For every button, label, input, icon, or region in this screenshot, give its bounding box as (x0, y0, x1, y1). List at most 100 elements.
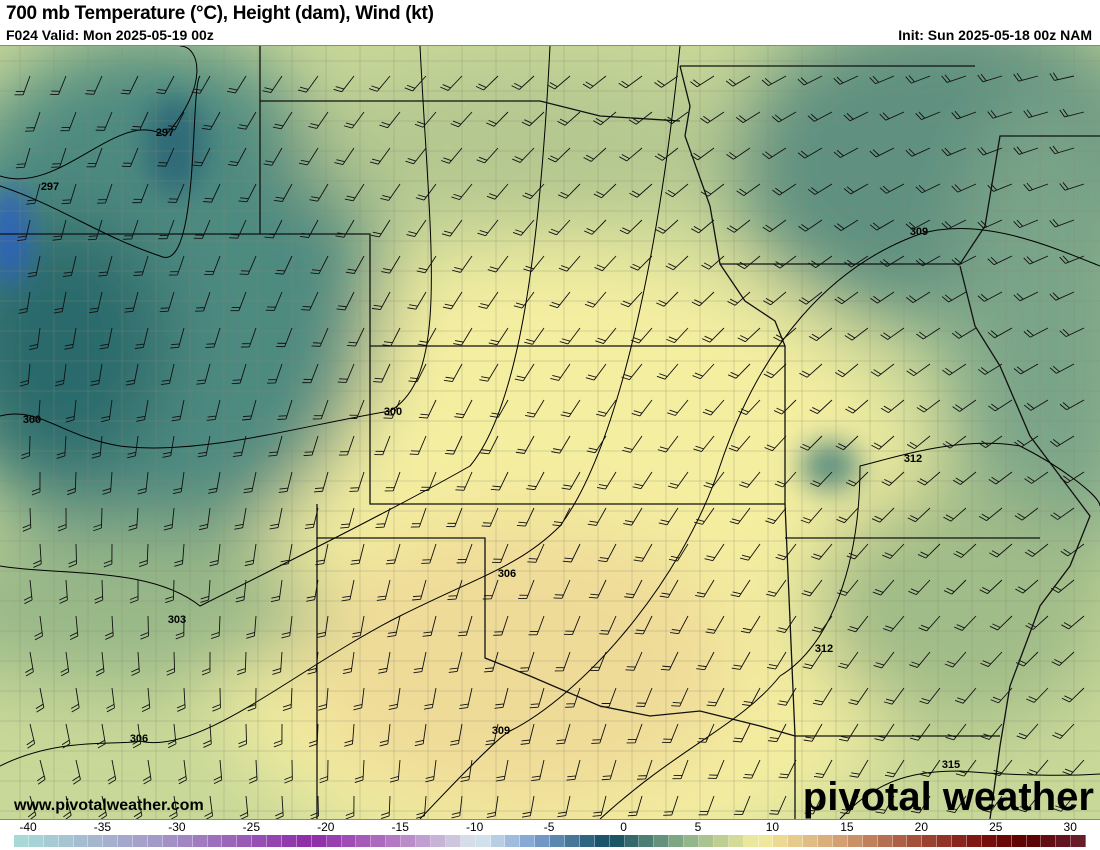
wind-barb (656, 291, 679, 307)
wind-barb (727, 363, 751, 379)
wind-barb (341, 579, 355, 602)
wind-barb (586, 435, 607, 454)
wind-barb (707, 759, 725, 779)
wind-barb (672, 759, 689, 780)
wind-barb (423, 687, 437, 710)
wind-barb (1061, 615, 1085, 630)
wind-barb (205, 327, 221, 349)
wind-barb (692, 363, 715, 380)
wind-barb (124, 291, 139, 313)
wind-barb (203, 723, 212, 748)
wind-barb (524, 327, 545, 345)
colorbar-tick: -35 (93, 820, 112, 834)
wind-barb (404, 75, 427, 92)
wind-barb (282, 687, 293, 712)
wind-barb (174, 543, 185, 567)
wind-barb (138, 543, 149, 568)
wind-barb (212, 687, 221, 712)
wind-barb (872, 579, 895, 596)
wind-barb (728, 435, 751, 452)
wind-barb (95, 651, 105, 677)
wind-barb (514, 363, 535, 382)
colorbar-bin (118, 835, 134, 847)
colorbar-bin (1056, 835, 1072, 847)
wind-barb (107, 759, 117, 785)
wind-barb (990, 687, 1013, 704)
wind-barb (193, 219, 211, 239)
wind-barb (1013, 363, 1039, 375)
wind-barb (235, 579, 247, 603)
wind-barb (582, 75, 607, 89)
wind-barb (736, 255, 761, 270)
wind-barb (265, 291, 283, 311)
wind-barb (1049, 219, 1075, 228)
wind-barb (480, 435, 499, 455)
wind-barb (453, 327, 473, 346)
contour-label: 312 (904, 453, 922, 465)
wind-barb (263, 147, 283, 166)
wind-barb (762, 219, 787, 233)
wind-barb (1026, 687, 1049, 703)
wind-barb (158, 219, 175, 240)
wind-barb (98, 795, 108, 819)
wind-barb (635, 687, 653, 707)
wind-barbs (14, 72, 1085, 819)
colorbar-bin (505, 835, 521, 847)
wind-barb (387, 615, 401, 638)
wind-barb (706, 687, 725, 707)
wind-barb (906, 363, 931, 377)
wind-barb (659, 579, 679, 598)
wind-barb (661, 723, 679, 744)
wind-barb (93, 507, 103, 532)
wind-barb (694, 507, 715, 525)
wind-barb (671, 687, 689, 707)
wind-barb (344, 723, 355, 747)
wind-barb (454, 399, 473, 419)
wind-barb (987, 110, 1013, 119)
wind-barb (833, 75, 859, 85)
colorbar-bin (88, 835, 104, 847)
wind-barb (621, 363, 643, 381)
colorbar-bin (252, 835, 268, 847)
wind-barb (408, 363, 427, 383)
wind-barb (561, 471, 581, 490)
wind-barb (195, 291, 211, 312)
wind-barb (1050, 507, 1075, 520)
wind-barb (495, 759, 509, 782)
wind-barb (242, 399, 257, 421)
wind-barb (51, 147, 67, 168)
wind-barb (140, 615, 149, 640)
wind-barb (243, 471, 257, 494)
wind-barb (763, 363, 787, 379)
wind-barb (494, 687, 509, 709)
wind-barb (550, 363, 571, 381)
wind-barb (547, 75, 571, 90)
wind-barb (704, 543, 725, 562)
wind-barb (585, 363, 607, 381)
wind-barb (698, 795, 715, 816)
wind-barb (726, 219, 751, 233)
colorbar-bin (356, 835, 372, 847)
wind-barb (441, 219, 463, 237)
wind-barb (764, 435, 787, 452)
wind-barb (761, 75, 787, 86)
wind-barb (383, 399, 401, 419)
colorbar-tick: 25 (989, 820, 1003, 834)
wind-barb (128, 507, 139, 531)
wind-barb (987, 327, 1013, 339)
wind-barb (456, 543, 473, 564)
wind-barb (85, 75, 103, 95)
colorbar-bin (743, 835, 759, 847)
colorbar-bin (639, 835, 655, 847)
wind-barb (663, 795, 679, 816)
colorbar-bin (520, 835, 536, 847)
wind-barb (664, 183, 689, 198)
wind-barb (371, 291, 391, 311)
wind-barb (870, 363, 895, 377)
wind-barb (910, 795, 931, 814)
colorbar-bin (594, 835, 610, 847)
wind-barb (626, 723, 643, 744)
wind-barb (656, 363, 679, 380)
wind-barb (693, 435, 715, 453)
wind-barb (665, 255, 689, 271)
